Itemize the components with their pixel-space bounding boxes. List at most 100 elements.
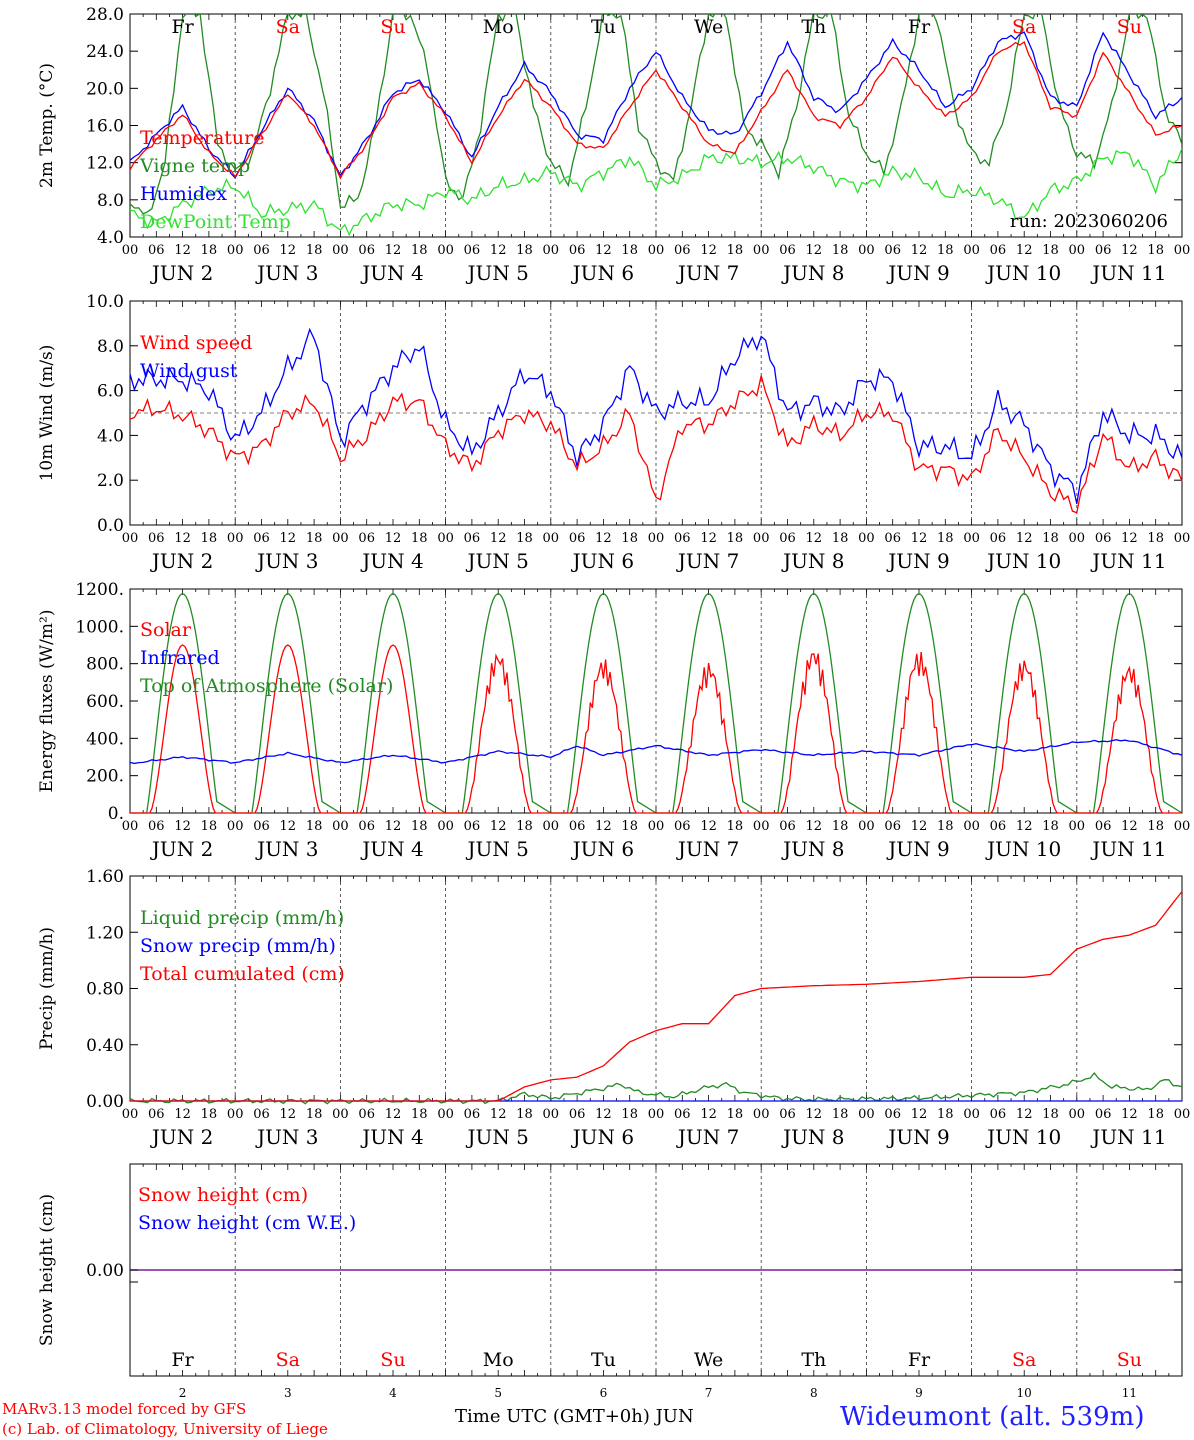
x-hour-label: 06 bbox=[779, 531, 796, 546]
x-hour-label: 12 bbox=[174, 1107, 191, 1122]
x-hour-label: 06 bbox=[358, 243, 375, 258]
lab-credit: (c) Lab. of Climatology, University of L… bbox=[2, 1420, 328, 1438]
x-hour-label: 18 bbox=[411, 531, 428, 546]
x-hour-label: 00 bbox=[1174, 531, 1191, 546]
x-hour-label: 00 bbox=[648, 819, 665, 834]
vigne-temp-line bbox=[130, 14, 1182, 215]
x-hour-label: 12 bbox=[280, 243, 297, 258]
y-tick-label: 10.0 bbox=[86, 292, 124, 312]
x-hour-label: 12 bbox=[490, 1107, 507, 1122]
x-date-label: JUN 6 bbox=[571, 837, 634, 861]
temperature-line bbox=[130, 40, 1182, 180]
x-hour-label: 06 bbox=[884, 243, 901, 258]
x-hour-label: 18 bbox=[937, 531, 954, 546]
x-date-label: JUN 10 bbox=[985, 837, 1061, 861]
x-hour-label: 00 bbox=[1174, 819, 1191, 834]
x-hour-label: 06 bbox=[884, 819, 901, 834]
x-hour-label: 18 bbox=[516, 819, 533, 834]
x-date-label: 4 bbox=[389, 1386, 397, 1400]
legend-entry: Wind speed bbox=[140, 332, 252, 354]
y-tick-label: 2.0 bbox=[97, 471, 124, 491]
y-axis-label: Snow height (cm) bbox=[37, 1194, 57, 1346]
x-date-label: JUN 5 bbox=[465, 837, 528, 861]
x-date-label: JUN 11 bbox=[1090, 1125, 1166, 1149]
x-date-label: JUN 11 bbox=[1090, 549, 1166, 573]
x-hour-label: 00 bbox=[122, 243, 139, 258]
x-hour-label: 12 bbox=[280, 531, 297, 546]
x-hour-label: 06 bbox=[674, 531, 691, 546]
x-hour-label: 00 bbox=[1069, 243, 1086, 258]
x-hour-label: 00 bbox=[332, 1107, 349, 1122]
day-name: Th bbox=[801, 16, 826, 38]
y-tick-label: 200. bbox=[86, 767, 124, 787]
x-hour-label: 00 bbox=[543, 819, 560, 834]
x-hour-label: 00 bbox=[1069, 819, 1086, 834]
total-cumulated-line bbox=[130, 891, 1183, 1102]
x-hour-label: 00 bbox=[437, 819, 454, 834]
x-hour-label: 00 bbox=[227, 531, 244, 546]
x-hour-label: 00 bbox=[1174, 243, 1191, 258]
x-hour-label: 18 bbox=[201, 819, 218, 834]
x-hour-label: 06 bbox=[569, 531, 586, 546]
x-date-label: JUN 2 bbox=[150, 1125, 213, 1149]
panel-1: 2m Temp. (°C) 4.0 8.0 12.0 16.0 20.0 24.0 28.0 0… bbox=[37, 5, 1190, 285]
x-date-label: JUN 9 bbox=[886, 261, 949, 285]
y-tick-label: 0.00 bbox=[86, 1092, 124, 1112]
x-hour-label: 06 bbox=[464, 1107, 481, 1122]
x-hour-label: 00 bbox=[858, 531, 875, 546]
x-date-label: JUN 8 bbox=[781, 261, 844, 285]
day-name: Sa bbox=[1012, 16, 1036, 38]
x-date-label: 7 bbox=[705, 1386, 713, 1400]
x-hour-label: 12 bbox=[806, 243, 823, 258]
x-hour-label: 06 bbox=[779, 1107, 796, 1122]
day-name: Mo bbox=[483, 1349, 514, 1371]
day-name: Su bbox=[1117, 16, 1142, 38]
x-hour-label: 06 bbox=[358, 531, 375, 546]
x-hour-label: 12 bbox=[595, 1107, 612, 1122]
x-hour-label: 00 bbox=[332, 531, 349, 546]
y-tick-label: 8.0 bbox=[97, 337, 124, 357]
x-hour-label: 00 bbox=[648, 531, 665, 546]
x-hour-label: 18 bbox=[937, 243, 954, 258]
x-date-label: JUN 9 bbox=[886, 1125, 949, 1149]
x-hour-label: 00 bbox=[543, 1107, 560, 1122]
model-credit: MARv3.13 model forced by GFS bbox=[2, 1400, 247, 1418]
x-hour-label: 12 bbox=[700, 1107, 717, 1122]
x-hour-label: 06 bbox=[253, 243, 270, 258]
day-name: Sa bbox=[276, 1349, 300, 1371]
x-hour-label: 00 bbox=[753, 819, 770, 834]
x-hour-label: 12 bbox=[700, 243, 717, 258]
x-hour-label: 12 bbox=[1016, 819, 1033, 834]
x-hour-label: 00 bbox=[543, 531, 560, 546]
x-hour-label: 06 bbox=[148, 531, 165, 546]
day-name: Fr bbox=[908, 1349, 931, 1371]
day-name: Su bbox=[1117, 1349, 1142, 1371]
x-hour-label: 12 bbox=[1016, 243, 1033, 258]
day-name: Th bbox=[801, 1349, 826, 1371]
y-tick-label: 12.0 bbox=[86, 154, 124, 174]
x-date-label: JUN 6 bbox=[571, 261, 634, 285]
x-hour-label: 18 bbox=[306, 1107, 323, 1122]
x-hour-label: 18 bbox=[1042, 1107, 1059, 1122]
x-date-label: JUN 6 bbox=[571, 549, 634, 573]
y-tick-label: 800. bbox=[86, 655, 124, 675]
x-date-label: JUN 4 bbox=[360, 261, 423, 285]
x-hour-label: 06 bbox=[358, 819, 375, 834]
x-date-label: JUN 2 bbox=[150, 837, 213, 861]
x-hour-label: 12 bbox=[174, 819, 191, 834]
x-hour-label: 00 bbox=[122, 531, 139, 546]
x-hour-label: 12 bbox=[911, 531, 928, 546]
legend-entry: Temperature bbox=[140, 127, 264, 149]
x-hour-label: 12 bbox=[1016, 531, 1033, 546]
x-hour-label: 00 bbox=[332, 819, 349, 834]
plot-frame bbox=[129, 588, 1183, 814]
x-hour-label: 12 bbox=[595, 819, 612, 834]
x-hour-label: 18 bbox=[306, 243, 323, 258]
x-hour-label: 12 bbox=[490, 819, 507, 834]
x-hour-label: 06 bbox=[779, 819, 796, 834]
x-date-label: JUN 4 bbox=[360, 837, 423, 861]
x-hour-label: 00 bbox=[122, 1107, 139, 1122]
y-tick-label: 1.20 bbox=[86, 923, 124, 943]
x-hour-label: 06 bbox=[148, 819, 165, 834]
y-tick-label: 20.0 bbox=[86, 79, 124, 99]
